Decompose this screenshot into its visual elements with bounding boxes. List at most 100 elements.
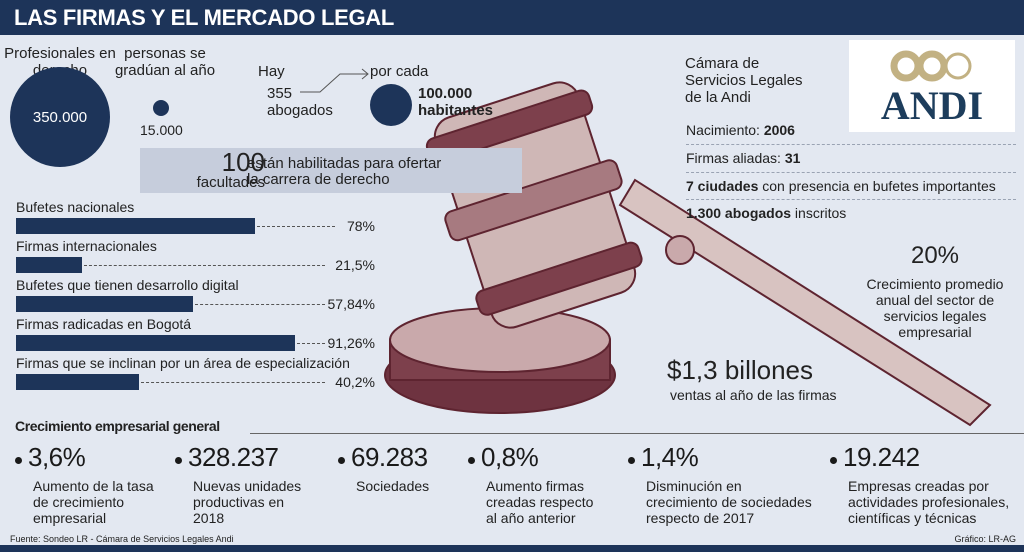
bar-label: Bufetes nacionales	[16, 199, 135, 215]
andi-heading-2: Servicios Legales	[685, 72, 803, 89]
growth-line: empresarial	[898, 324, 972, 340]
growth-value: 20%	[910, 242, 960, 269]
stat-desc: Aumento de la tasa de crecimiento empresar…	[33, 478, 154, 526]
andi-logo-text: ANDI	[880, 83, 984, 128]
bar	[16, 257, 82, 273]
firmas-row: Firmas aliadas: 31	[686, 150, 800, 166]
bullet-icon	[15, 457, 22, 464]
abogados-inscritos-row: 1.300 abogados inscritos	[686, 205, 846, 221]
abogados-inscritos-label: inscritos	[791, 205, 847, 221]
bar-value-label: 91,26%	[327, 335, 375, 351]
andi-heading-3: de la Andi	[685, 89, 751, 106]
nacimiento-row: Nacimiento: 2006	[686, 122, 795, 138]
stat-desc-line: empresarial	[33, 510, 107, 526]
stat-desc-line: creadas respecto	[486, 494, 594, 510]
habitantes-label: habitantes	[418, 102, 494, 119]
andi-logo: ANDI	[849, 40, 1015, 132]
sales-value: $1,3 billones	[667, 355, 813, 385]
bar-leader-line	[297, 343, 325, 344]
bar-value-label: 78%	[346, 218, 375, 234]
stat-desc-line: Empresas creadas por	[848, 478, 989, 494]
growth-line: anual del sector de	[875, 292, 995, 308]
bar-label: Firmas radicadas en Bogotá	[16, 316, 192, 332]
stat-desc: Sociedades	[356, 478, 429, 494]
ciudades-label: con presencia en bufetes importantes	[758, 178, 996, 194]
ciudades-value: 7 ciudades	[686, 178, 759, 194]
profesionales-value: 350.000	[32, 108, 88, 126]
stat-desc: Nuevas unidades productivas en 2018	[193, 478, 301, 526]
footer-bar	[0, 545, 1024, 552]
firmas-label: Firmas aliadas:	[686, 150, 785, 166]
bar-leader-line	[141, 382, 325, 383]
bar	[16, 374, 139, 390]
source-note: Fuente: Sondeo LR - Cámara de Servicios …	[10, 534, 234, 544]
facultades-desc-2: la carrera de derecho	[247, 171, 390, 188]
stat-desc-line: Aumento firmas	[486, 478, 585, 494]
bullet-icon	[338, 457, 345, 464]
ciudades-row: 7 ciudades con presencia en bufetes impo…	[686, 178, 996, 194]
habitantes-value: 100.000	[418, 85, 473, 102]
firmas-value: 31	[784, 150, 801, 166]
bullet-icon	[468, 457, 475, 464]
credit-note: Gráfico: LR-AG	[954, 534, 1016, 544]
stat-value: 328.237	[188, 442, 279, 472]
stat-desc-line: al año anterior	[486, 510, 576, 526]
stat-desc-line: Nuevas unidades	[193, 478, 302, 494]
bullet-icon	[830, 457, 837, 464]
graduados-label: personas se gradúan al año	[114, 45, 216, 79]
stat-desc: Disminución en crecimiento de sociedades r…	[646, 478, 812, 526]
bar	[16, 296, 193, 312]
stat-value: 0,8%	[481, 442, 539, 472]
stat-value: 69.283	[351, 442, 428, 472]
facultades-box: 100 facultades están habilitadas para of…	[140, 148, 522, 193]
bar-label: Firmas que se inclinan por un área de es…	[16, 355, 350, 371]
abogados-value: 355	[267, 85, 293, 102]
nacimiento-label: Nacimiento:	[686, 122, 764, 138]
stat-desc-line: científicas y técnicas	[848, 510, 977, 526]
stat-desc-line: actividades profesionales,	[848, 494, 1010, 510]
por-cada-label: por cada	[370, 63, 429, 80]
profesionales-circle: 350.000	[10, 67, 110, 167]
hay-label: Hay	[258, 63, 285, 80]
bar-leader-line	[256, 226, 335, 227]
bar-value-label: 21,5%	[335, 257, 375, 273]
bar-leader-line	[194, 304, 325, 305]
stat-desc-line: crecimiento de sociedades	[646, 494, 812, 510]
abogados-inscritos-value: 1.300 abogados	[686, 205, 792, 221]
bar-label: Firmas internacionales	[16, 238, 157, 254]
growth-line: servicios legales	[883, 308, 987, 324]
header-bar: LAS FIRMAS Y EL MERCADO LEGAL	[0, 0, 1024, 35]
stat-desc-line: Disminución en	[646, 478, 742, 494]
section-rule	[250, 433, 1024, 434]
stat-desc-line: productivas en	[193, 494, 285, 510]
facultades-value: 100	[221, 147, 265, 177]
bullet-icon	[628, 457, 635, 464]
gavel-illustration	[384, 81, 992, 427]
graduados-value: 15.000	[140, 122, 183, 138]
stat-desc-line: Sociedades	[356, 478, 430, 494]
sales-label: ventas al año de las firmas	[670, 387, 837, 403]
growth-line: Crecimiento promedio	[866, 276, 1004, 292]
bar-value-label: 40,2%	[335, 374, 375, 390]
arrow-icon	[300, 68, 369, 93]
andi-logo-symbol-icon	[890, 50, 972, 82]
facultades-desc-1: están habilitadas para ofertar	[247, 155, 442, 172]
stat-desc: Empresas creadas por actividades profesio…	[848, 478, 1009, 526]
bar	[16, 218, 255, 234]
divider	[686, 144, 1016, 145]
page-title: LAS FIRMAS Y EL MERCADO LEGAL	[14, 5, 394, 30]
graduados-dot	[153, 100, 169, 116]
stat-value: 19.242	[843, 442, 920, 472]
bar-value-label: 57,84%	[327, 296, 375, 312]
stat-value: 3,6%	[28, 442, 86, 472]
section-title: Crecimiento empresarial general	[15, 418, 220, 434]
bullet-icon	[175, 457, 182, 464]
bar	[16, 335, 296, 351]
stat-desc-line: respecto de 2017	[646, 510, 755, 526]
stat-value: 1,4%	[641, 442, 699, 472]
habitantes-circle	[370, 84, 412, 126]
bar-leader-line	[83, 265, 325, 266]
growth-desc: Crecimiento promedio anual del sector de s…	[840, 276, 1024, 340]
nacimiento-value: 2006	[763, 122, 795, 138]
abogados-label: abogados	[267, 102, 333, 119]
